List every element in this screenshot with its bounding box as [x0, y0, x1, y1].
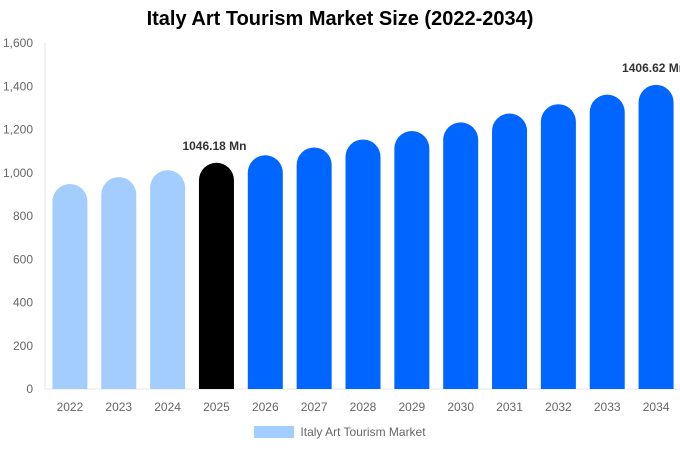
legend: Italy Art Tourism Market [0, 425, 680, 439]
bar-2028 [345, 139, 381, 389]
data-label-2025: 1046.18 Mn [182, 139, 246, 153]
bar-2027 [296, 147, 332, 389]
bar-2029 [394, 131, 430, 390]
x-tick-label: 2025 [203, 400, 230, 414]
bar-2024 [150, 170, 186, 389]
x-tick-label: 2023 [105, 400, 132, 414]
y-tick-label: 200 [13, 339, 33, 353]
y-tick-label: 1,400 [3, 79, 33, 93]
y-tick-label: 800 [13, 209, 33, 223]
x-tick-label: 2030 [447, 400, 474, 414]
y-tick-label: 400 [13, 296, 33, 310]
legend-swatch [254, 426, 295, 438]
x-tick-label: 2029 [398, 400, 425, 414]
bar-2025 [198, 162, 234, 389]
x-tick-label: 2034 [643, 400, 670, 414]
legend-label: Italy Art Tourism Market [300, 425, 426, 439]
y-tick-label: 600 [13, 252, 33, 266]
y-tick-label: 1,000 [3, 166, 33, 180]
x-tick-label: 2027 [301, 400, 328, 414]
bar-2033 [589, 94, 625, 390]
bar-2031 [492, 113, 528, 389]
y-tick-label: 1,200 [3, 123, 33, 137]
y-tick-label: 1,600 [3, 36, 33, 50]
x-tick-label: 2024 [154, 400, 181, 414]
y-tick-label: 0 [26, 382, 33, 396]
x-tick-label: 2026 [252, 400, 279, 414]
x-tick-label: 2033 [594, 400, 621, 414]
x-tick-label: 2031 [496, 400, 523, 414]
x-tick-label: 2032 [545, 400, 572, 414]
bar-2022 [52, 183, 88, 389]
bar-2032 [540, 104, 576, 389]
data-label-2034: 1406.62 Mn [622, 61, 680, 75]
bar-2023 [101, 177, 137, 389]
bar-2034 [638, 84, 674, 390]
chart-title: Italy Art Tourism Market Size (2022-2034… [146, 8, 534, 30]
bar-2030 [443, 122, 479, 389]
x-tick-label: 2028 [350, 400, 377, 414]
bar-2026 [247, 155, 283, 389]
x-tick-label: 2022 [57, 400, 84, 414]
